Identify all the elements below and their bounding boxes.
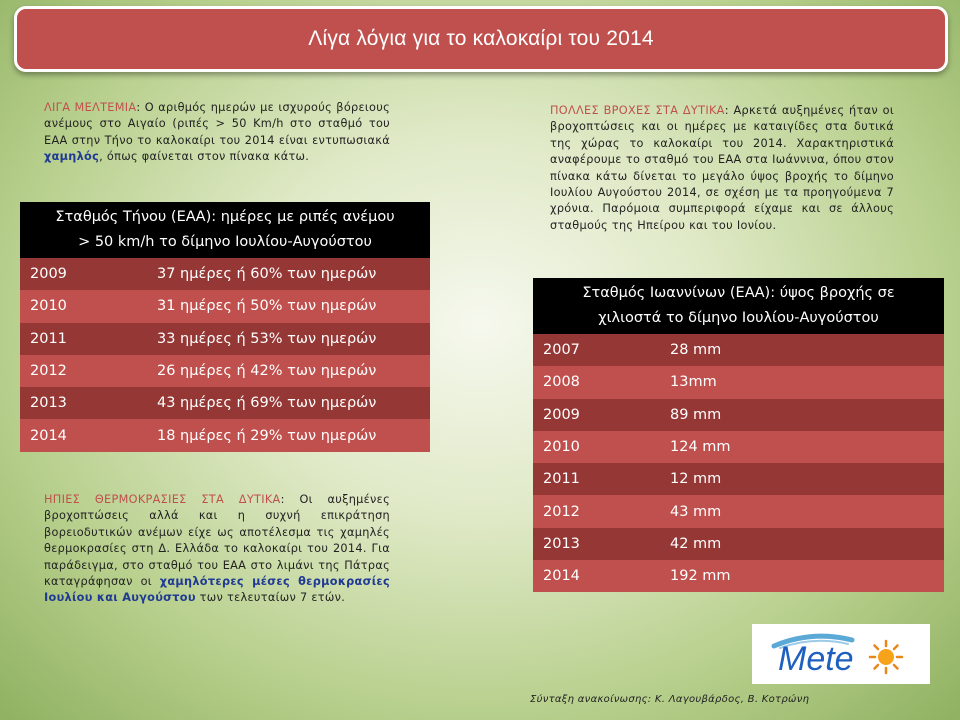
table-row: 2012 26 ημέρες ή 42% των ημερών — [20, 354, 430, 388]
logo-swoosh — [771, 633, 855, 649]
row-year: 2011 — [543, 471, 580, 488]
ioannina-table-header: Σταθμός Ιωαννίνων (ΕΑΑ): ύψος βροχής σε … — [533, 278, 944, 334]
tinos-table: Σταθμός Τήνου (ΕΑΑ): ημέρες με ριπές ανέ… — [20, 202, 430, 452]
row-value: 18 ημέρες ή 29% των ημερών — [157, 427, 377, 444]
temps-paragraph: ΗΠΙΕΣ ΘΕΡΜΟΚΡΑΣΙΕΣ ΣΤΑ ΔΥΤΙΚΑ: Οι αυξημέ… — [44, 492, 390, 607]
ioannina-header-line2: χιλιοστά το δίμηνο Ιουλίου-Αυγούστου — [598, 310, 879, 326]
row-value: 26 ημέρες ή 42% των ημερών — [157, 363, 377, 380]
row-year: 2014 — [543, 568, 580, 585]
table-row: 2014 18 ημέρες ή 29% των ημερών — [20, 419, 430, 452]
row-value: 31 ημέρες ή 50% των ημερών — [157, 298, 377, 315]
row-value: 28 mm — [670, 342, 722, 359]
meltemia-paragraph: ΛΙΓΑ ΜΕΛΤΕΜΙΑ: Ο αριθμός ημερών με ισχυρ… — [44, 100, 390, 166]
table-row: 2009 89 mm — [533, 398, 944, 431]
row-value: 43 ημέρες ή 69% των ημερών — [157, 395, 377, 412]
table-row: 2010 124 mm — [533, 430, 944, 464]
temps-highlight: χαμηλότερες μέσες θερμοκρασίες Ιουλίου κ… — [44, 575, 390, 605]
row-year: 2014 — [30, 427, 67, 444]
row-year: 2009 — [543, 406, 580, 423]
sun-icon — [868, 639, 904, 675]
table-row: 2014 192 mm — [533, 560, 944, 593]
row-year: 2013 — [30, 395, 67, 412]
table-row: 2013 42 mm — [533, 527, 944, 561]
ioannina-table: Σταθμός Ιωαννίνων (ΕΑΑ): ύψος βροχής σε … — [533, 278, 944, 593]
rain-heading: ΠΟΛΛΕΣ ΒΡΟΧΕΣ ΣΤΑ ΔΥΤΙΚΑ — [550, 104, 725, 117]
meteo-logo-graphic: Mete — [771, 633, 904, 678]
footer-credits: Σύνταξη ανακοίνωσης: Κ. Λαγουβάρδος, Β. … — [530, 694, 810, 705]
meteo-logo: Mete — [752, 624, 930, 684]
meltemia-highlight: χαμηλός — [44, 150, 100, 164]
rain-text: : Αρκετά αυξημένες ήταν οι βροχοπτώσεις … — [550, 104, 894, 232]
row-year: 2011 — [30, 330, 67, 347]
row-year: 2009 — [30, 266, 67, 283]
row-value: 33 ημέρες ή 53% των ημερών — [157, 330, 377, 347]
title-bar: Λίγα λόγια για το καλοκαίρι του 2014 — [14, 6, 948, 72]
temps-text-before: : Οι αυξημένες βροχοπτώσεις αλλά και η σ… — [44, 493, 390, 589]
row-value: 37 ημέρες ή 60% των ημερών — [157, 266, 377, 283]
row-value: 89 mm — [670, 406, 722, 423]
meltemia-text-after: , όπως φαίνεται στον πίνακα κάτω. — [99, 150, 310, 164]
row-value: 12 mm — [670, 471, 722, 488]
table-row: 2010 31 ημέρες ή 50% των ημερών — [20, 290, 430, 323]
ioannina-header-line1: Σταθμός Ιωαννίνων (ΕΑΑ): ύψος βροχής σε — [582, 285, 895, 301]
row-year: 2007 — [543, 342, 580, 359]
row-value: 43 mm — [670, 503, 722, 520]
tinos-header-line2: > 50 km/h το δίμηνο Ιουλίου-Αυγούστου — [78, 234, 372, 250]
table-row: 2012 43 mm — [533, 495, 944, 528]
table-row: 2013 43 ημέρες ή 69% των ημερών — [20, 387, 430, 420]
row-year: 2010 — [543, 439, 580, 456]
logo-swoosh-light — [779, 639, 849, 649]
table-row: 2011 33 ημέρες ή 53% των ημερών — [20, 322, 430, 355]
row-year: 2010 — [30, 298, 67, 315]
table-row: 2007 28 mm — [533, 334, 944, 367]
meltemia-heading: ΛΙΓΑ ΜΕΛΤΕΜΙΑ — [44, 101, 137, 114]
row-value: 192 mm — [670, 568, 731, 585]
temps-heading: ΗΠΙΕΣ ΘΕΡΜΟΚΡΑΣΙΕΣ ΣΤΑ ΔΥΤΙΚΑ — [44, 493, 281, 506]
temps-text-after: των τελευταίων 7 ετών. — [195, 591, 346, 605]
row-value: 13mm — [670, 374, 717, 391]
row-year: 2013 — [543, 535, 580, 552]
tinos-table-header: Σταθμός Τήνου (ΕΑΑ): ημέρες με ριπές ανέ… — [20, 202, 430, 258]
page-title: Λίγα λόγια για το καλοκαίρι του 2014 — [308, 27, 654, 50]
row-value: 42 mm — [670, 535, 722, 552]
row-year: 2008 — [543, 374, 580, 391]
table-row: 2011 12 mm — [533, 463, 944, 496]
tinos-header-line1: Σταθμός Τήνου (ΕΑΑ): ημέρες με ριπές ανέ… — [55, 209, 395, 225]
table-row: 2008 13mm — [533, 366, 944, 399]
row-year: 2012 — [543, 503, 580, 520]
row-year: 2012 — [30, 363, 67, 380]
rain-paragraph: ΠΟΛΛΕΣ ΒΡΟΧΕΣ ΣΤΑ ΔΥΤΙΚΑ: Αρκετά αυξημέν… — [550, 103, 894, 234]
tinos-table-body: 2009 37 ημέρες ή 60% των ημερών 2010 31 ημέ… — [20, 258, 430, 452]
ioannina-table-body: 2007 28 mm 2008 13mm 2009 89 mm 2010 124 mm 2011… — [533, 334, 944, 593]
meltemia-text-before: : Ο αριθμός ημερών με ισχυρούς βόρειους … — [44, 101, 391, 147]
row-value: 124 mm — [670, 439, 731, 456]
table-row: 2009 37 ημέρες ή 60% των ημερών — [20, 258, 430, 291]
logo-text: Mete — [778, 640, 854, 678]
